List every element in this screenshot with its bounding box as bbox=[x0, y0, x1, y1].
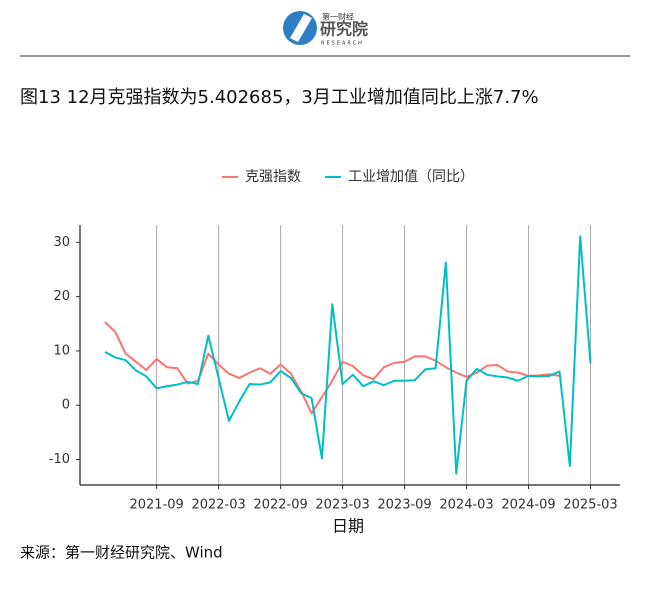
x-tick-label: 2022-03 bbox=[191, 498, 245, 513]
logo: 第一财经 研究院 RESEARCH bbox=[283, 11, 368, 47]
x-tick-label: 2025-03 bbox=[563, 498, 617, 513]
x-tick-label: 2023-03 bbox=[315, 498, 369, 513]
y-tick-label: -10 bbox=[49, 452, 70, 467]
y-tick-label: 0 bbox=[62, 398, 70, 413]
x-tick-label: 2024-09 bbox=[501, 498, 555, 513]
logo-top: 第一财经 bbox=[322, 12, 354, 22]
logo-sub: RESEARCH bbox=[321, 41, 364, 47]
y-tick-label: 10 bbox=[53, 343, 70, 358]
title: 图13 12月克强指数为5.402685，3月工业增加值同比上涨7.7% bbox=[20, 87, 539, 108]
x-tick-label: 2024-03 bbox=[439, 498, 493, 513]
series-line bbox=[104, 321, 560, 415]
source: 来源：第一财经研究院、Wind bbox=[20, 544, 223, 562]
x-tick-label: 2021-09 bbox=[129, 498, 183, 513]
logo-main: 研究院 bbox=[320, 20, 368, 39]
legend-label: 工业增加值（同比） bbox=[348, 169, 474, 185]
y-tick-label: 20 bbox=[53, 289, 70, 304]
logo-icon-mark bbox=[290, 14, 312, 42]
x-tick-label: 2023-09 bbox=[377, 498, 431, 513]
x-tick-label: 2022-09 bbox=[253, 498, 307, 513]
y-tick-label: 30 bbox=[53, 235, 70, 250]
legend-label: 克强指数 bbox=[245, 169, 301, 185]
x-axis-label: 日期 bbox=[332, 517, 364, 536]
series-line bbox=[104, 235, 592, 475]
